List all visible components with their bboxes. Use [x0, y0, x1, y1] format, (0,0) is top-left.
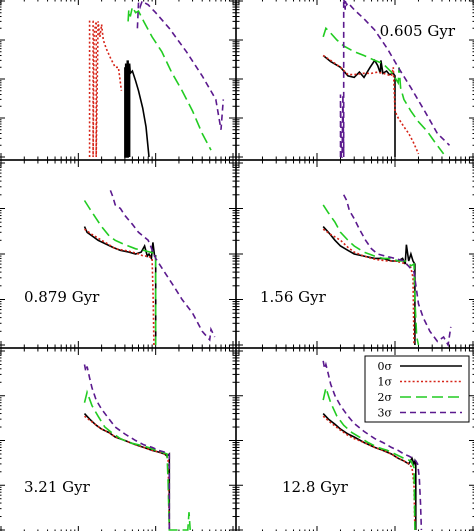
panel-1 [0, 0, 237, 161]
panel-5-ticks [0, 348, 236, 531]
panel-2: 0.605 Gyr [235, 0, 474, 161]
panel-6-label: 12.8 Gyr [282, 478, 349, 496]
panel-3: 0.879 Gyr [0, 159, 237, 349]
panel-5-series-1 [84, 415, 171, 531]
panel-6-series-2 [322, 384, 416, 531]
panel-2-ticks [236, 0, 474, 160]
panel-3-label: 0.879 Gyr [24, 288, 100, 306]
panel-6-frame [235, 347, 474, 531]
panel-3-ticks [0, 160, 236, 348]
panel-2-series-3 [339, 0, 451, 158]
panel-6-series-1 [322, 415, 416, 531]
panel-4-series-1 [322, 228, 415, 346]
panel-3-series-3 [109, 190, 216, 342]
legend-label-2: 2σ [377, 391, 392, 404]
legend: 0σ 1σ 2σ 3σ [364, 355, 470, 423]
legend-label-0: 0σ [377, 360, 392, 373]
panel-2-series-1 [322, 54, 420, 155]
panel-1-ticks [0, 0, 236, 160]
panel-6-series-0 [322, 413, 417, 530]
panel-6: 12.8 Gyr [235, 347, 474, 531]
panel-3-frame [0, 159, 237, 349]
panel-3-series-0 [83, 226, 157, 345]
panel-5-label: 3.21 Gyr [24, 478, 91, 496]
panel-1-series-1 [88, 20, 123, 158]
panel-4-series-3 [342, 194, 452, 348]
panel-4: 1.56 Gyr [235, 159, 474, 349]
panel-1-series-3 [136, 0, 225, 130]
panel-1-series-0 [124, 60, 150, 158]
panel-5-frame [0, 347, 237, 531]
panel-1-series-2 [127, 4, 212, 151]
panel-4-series-0 [322, 226, 416, 345]
panel-5: 3.21 Gyr [0, 347, 237, 531]
panel-2-label: 0.605 Gyr [380, 22, 456, 40]
legend-label-1: 1σ [377, 376, 392, 389]
panel-4-series-2 [322, 204, 420, 346]
panel-2-series-0 [322, 54, 396, 157]
panel-4-label: 1.56 Gyr [260, 288, 327, 306]
legend-label-3: 3σ [377, 407, 392, 420]
panel-2-series-2 [322, 26, 445, 155]
panel-5-series-2 [83, 389, 191, 531]
panel-6-series-3 [322, 360, 423, 531]
panel-1-frame [0, 0, 237, 161]
panel-3-series-2 [83, 200, 157, 345]
panel-5-series-0 [83, 413, 171, 530]
panel-5-series-3 [83, 364, 171, 530]
